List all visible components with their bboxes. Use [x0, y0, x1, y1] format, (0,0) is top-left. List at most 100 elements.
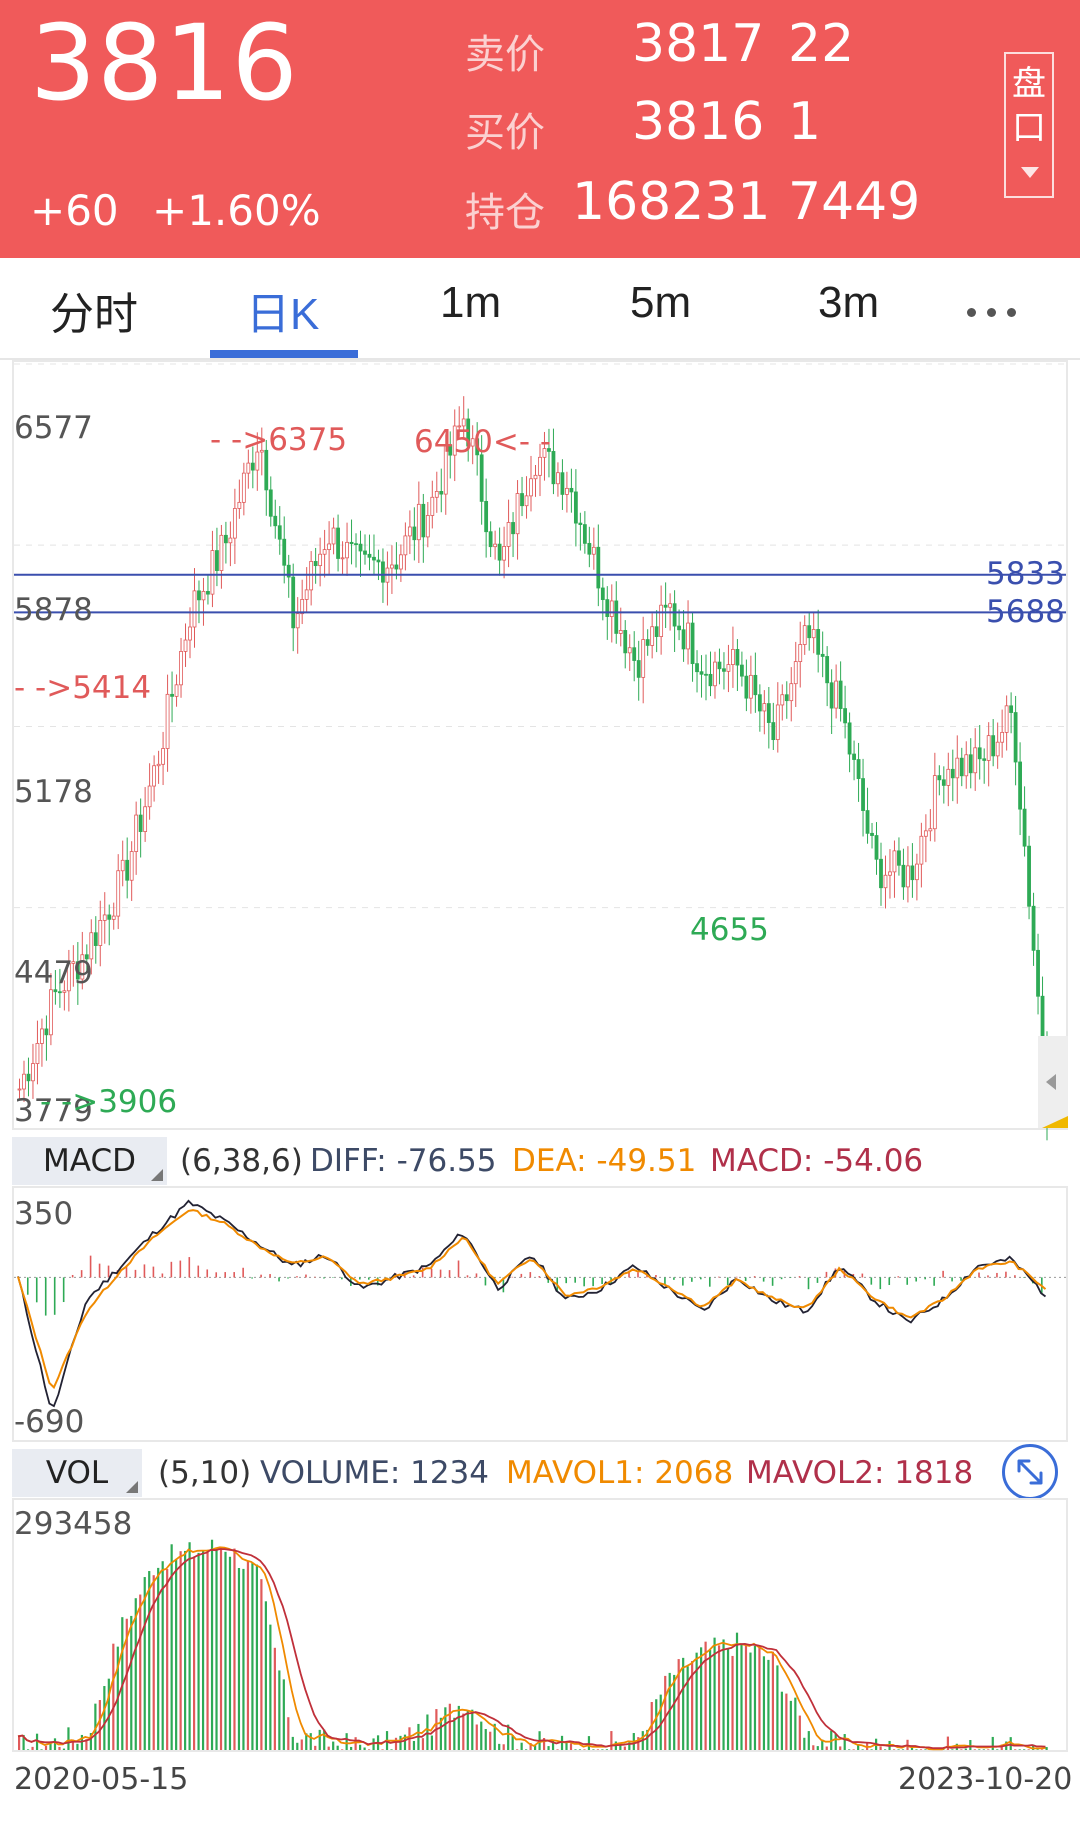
macd-histogram-bar	[278, 1277, 280, 1282]
active-tab-indicator	[210, 350, 358, 358]
kline-chart[interactable]	[12, 360, 1068, 1141]
volume-bar	[556, 1749, 559, 1750]
macd-histogram-bar	[861, 1273, 864, 1278]
order-book-button[interactable]: 盘 口	[1004, 52, 1054, 198]
tab-1m[interactable]: 1m	[440, 278, 502, 327]
end-date: 2023-10-20	[898, 1762, 1073, 1797]
volume-bar	[731, 1655, 734, 1750]
macd-histogram-bar	[71, 1274, 74, 1278]
volume-bar	[892, 1749, 896, 1750]
macd-chart[interactable]	[12, 1186, 1068, 1442]
candle-body	[188, 626, 192, 641]
candle-body	[403, 535, 408, 556]
volume-bar	[206, 1550, 209, 1750]
candle-body	[977, 747, 982, 760]
collapse-side-tab[interactable]	[1038, 1036, 1068, 1128]
volume-bar	[655, 1699, 658, 1750]
macd-histogram-bar	[691, 1277, 693, 1282]
vol-mavol2: MAVOL2: 1818	[746, 1455, 974, 1491]
macd-histogram-bar	[816, 1277, 819, 1283]
candle-body	[120, 859, 125, 872]
candle-body	[771, 722, 776, 741]
volume-bar	[574, 1749, 577, 1750]
bid-qty: 1	[788, 92, 822, 152]
volume-bar	[300, 1739, 303, 1750]
vol-selector[interactable]: VOL	[12, 1449, 142, 1497]
candle-body	[847, 722, 852, 755]
volume-bar	[735, 1632, 739, 1750]
candle-body	[834, 680, 839, 709]
volume-bar	[26, 1749, 30, 1750]
volume-bar	[520, 1742, 523, 1750]
candle-body	[336, 527, 340, 559]
candle-body	[452, 425, 457, 456]
tab-intraday[interactable]: 分时	[50, 290, 138, 339]
volume-bar	[587, 1736, 591, 1750]
candle-body	[928, 828, 933, 832]
candle-body	[825, 656, 830, 684]
level-5688: 5688	[986, 594, 1065, 630]
volume-bar	[794, 1697, 797, 1750]
volume-chart[interactable]	[12, 1498, 1068, 1752]
candle-body	[98, 919, 103, 946]
volume-bar	[812, 1745, 815, 1750]
candle-body	[547, 448, 551, 452]
candle-body	[62, 990, 67, 993]
volume-bar	[987, 1749, 990, 1750]
volume-bar	[749, 1652, 752, 1750]
volume-bar	[704, 1641, 707, 1750]
volume-bar	[22, 1734, 25, 1750]
volume-bar	[471, 1709, 474, 1750]
candle-body	[879, 858, 883, 889]
macd-histogram-bar	[332, 1277, 334, 1278]
volume-bar	[803, 1737, 806, 1750]
candle-body	[192, 590, 197, 628]
volume-bar	[219, 1547, 223, 1750]
tab-3m[interactable]: 3m	[818, 278, 880, 327]
macd-selector[interactable]: MACD	[12, 1137, 167, 1185]
macd-histogram-bar	[242, 1267, 244, 1278]
candle-body	[802, 625, 807, 645]
candle-body	[704, 673, 708, 676]
volume-bar	[525, 1749, 528, 1750]
candle-body	[71, 961, 76, 964]
volume-bar	[852, 1749, 855, 1750]
candle-body	[277, 525, 282, 540]
candle-body	[93, 932, 98, 946]
ask-label: 卖价	[465, 33, 545, 77]
candle-body	[147, 785, 152, 808]
open-interest-label: 持仓	[465, 191, 545, 235]
candle-body	[425, 515, 430, 538]
volume-bar	[480, 1721, 483, 1750]
volume-bar	[31, 1746, 34, 1750]
candle-body	[282, 538, 287, 566]
volume-bar	[98, 1700, 101, 1750]
macd-histogram-bar	[933, 1277, 935, 1286]
macd-histogram-bar	[466, 1275, 469, 1278]
candle-body	[932, 775, 937, 830]
candle-body	[906, 865, 910, 888]
candle-body	[152, 765, 157, 787]
candle-body	[210, 550, 215, 595]
candle-body	[170, 693, 174, 697]
candle-body	[542, 448, 547, 458]
volume-bar	[1032, 1744, 1035, 1750]
tab-5m[interactable]: 5m	[630, 278, 692, 327]
volume-bar	[664, 1675, 667, 1750]
candle-body	[627, 647, 632, 654]
volume-bar	[237, 1568, 241, 1750]
macd-histogram-bar	[996, 1272, 998, 1278]
tab-daily-k[interactable]: 日K	[246, 290, 320, 339]
macd-histogram-bar	[744, 1277, 747, 1281]
candle-body	[645, 639, 650, 646]
candle-body	[865, 810, 870, 834]
expand-arrows-icon[interactable]	[1002, 1444, 1058, 1500]
macd-histogram-bar	[152, 1266, 155, 1278]
candle-body	[641, 639, 646, 678]
macd-histogram-bar	[1005, 1271, 1007, 1278]
candle-body	[497, 543, 502, 561]
macd-histogram-bar	[673, 1277, 675, 1280]
open-interest-change: 7449	[788, 172, 921, 232]
candle-body	[466, 418, 471, 447]
macd-histogram-bar	[26, 1277, 29, 1295]
